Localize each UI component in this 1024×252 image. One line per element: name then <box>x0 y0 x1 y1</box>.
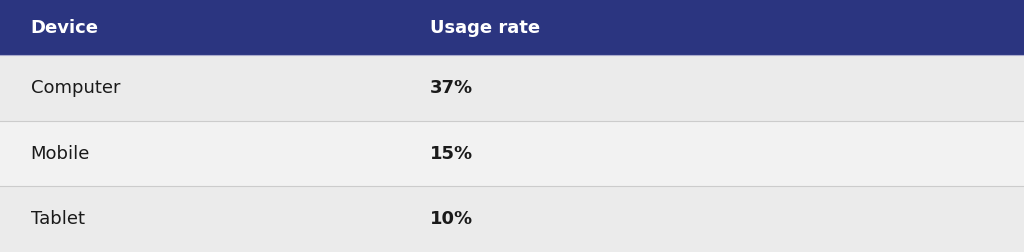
Text: Device: Device <box>31 19 98 37</box>
Text: Tablet: Tablet <box>31 210 85 228</box>
Text: Mobile: Mobile <box>31 145 90 163</box>
Text: 15%: 15% <box>430 145 473 163</box>
FancyBboxPatch shape <box>0 0 1024 55</box>
Text: Computer: Computer <box>31 79 120 97</box>
Text: Usage rate: Usage rate <box>430 19 541 37</box>
FancyBboxPatch shape <box>0 55 1024 121</box>
FancyBboxPatch shape <box>0 186 1024 252</box>
Text: 37%: 37% <box>430 79 473 97</box>
Text: 10%: 10% <box>430 210 473 228</box>
FancyBboxPatch shape <box>0 121 1024 186</box>
